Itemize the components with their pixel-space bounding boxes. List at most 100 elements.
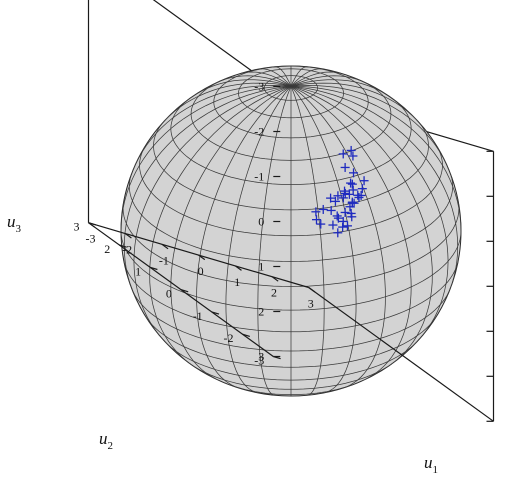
u1-tick-label: -3 [86,232,96,246]
sphere-surface [120,65,462,397]
u3-tick-label: 1 [258,260,264,274]
data-point [353,190,363,200]
u3-axis-label: u3 [7,212,22,235]
sphere-meridian [290,82,419,122]
u3-tick-label: 0 [258,215,264,229]
data-point [347,179,357,189]
data-point [348,151,358,161]
data-point [330,196,340,206]
u1-tick [308,287,316,293]
u1-tick-label: 1 [234,275,240,289]
u3-tick-label: -2 [254,125,264,139]
u1-tick-label: -2 [122,243,132,257]
u2-tick [119,244,127,248]
sphere-meridian [132,85,292,172]
sphere-meridian [133,85,292,341]
sphere-meridian [215,75,292,87]
data-point [326,205,336,215]
data-point [340,186,350,196]
u2-tick [242,333,250,337]
data-point [359,176,369,186]
sphere-meridian [290,85,449,341]
sphere-meridian [170,85,292,380]
data-point [338,216,348,226]
data-point [340,207,350,217]
u1-tick [271,276,279,282]
data-point [348,185,358,195]
sphere-meridian [290,85,459,298]
sphere-meridian [290,68,324,87]
u3-tick-label: 3 [258,350,264,364]
tick-marks [88,85,494,422]
data-point [326,193,336,203]
u2-tick-label: -3 [254,354,264,368]
sphere-meridian [239,71,292,87]
u2-tick-label: 2 [104,242,110,256]
sphere-meridian [290,85,462,232]
u2-tick [149,266,158,271]
u2-axis-label: u2 [99,429,113,452]
data-point [318,204,328,214]
u1-tick-label: -1 [159,253,169,267]
data-point [346,178,356,188]
sphere-meridian [274,66,292,87]
sphere-meridian [190,79,292,98]
sphere-meridian [123,85,292,298]
data-point [316,219,326,229]
u1-axis-label: u1 [424,453,438,476]
data-point [311,215,321,225]
u2-tick [211,311,220,315]
data-point [347,197,357,207]
u1-tick [124,233,132,239]
data-point [333,228,343,238]
data-point [333,191,343,201]
sphere-meridian [290,85,450,172]
u1-tick [198,254,206,261]
u1-tick-label: 0 [198,264,204,278]
u2-tick [273,355,281,360]
sphere-meridian [257,86,292,396]
sphere-meridian [290,71,343,87]
u2-tick [180,289,189,293]
data-point [340,162,350,172]
sphere-meridian [290,79,392,98]
sphere-meridian [120,85,292,232]
sphere-meridian [290,75,367,87]
u3-tick-label: 2 [258,305,264,319]
data-point [328,220,338,230]
data-point [340,188,350,198]
sphere-meridian [196,85,292,389]
data-point [344,189,354,199]
u3-tick-label: -3 [254,80,264,94]
data-point [347,212,357,222]
data-point [332,211,342,221]
u2-tick-label: 1 [135,264,141,278]
sphere-meridian [290,66,308,87]
data-point [357,184,367,194]
sphere-meridian [290,86,325,396]
data-point [333,213,343,223]
data-point [338,149,348,159]
u1-tick-label: 3 [308,297,314,311]
u2-tick-label: -2 [224,331,234,345]
u2-tick-label: -1 [193,309,203,323]
sphere-meridian [149,85,292,365]
u2-tick-label: 3 [74,220,80,234]
sphere-meridian [290,85,386,389]
u1-tick [161,243,169,250]
data-point [311,207,321,217]
data-point [354,192,364,202]
data-point [349,168,359,178]
u2-tick-label: 0 [166,287,172,301]
sphere-meridian [290,85,412,380]
data-point [346,145,356,155]
u1-tick-label: 2 [271,286,277,300]
data-point [338,193,348,203]
box-edge [152,0,274,87]
sphere-meridian [290,85,357,394]
sphere-meridian [290,85,433,365]
data-point [345,202,355,212]
u1-tick [234,265,242,271]
